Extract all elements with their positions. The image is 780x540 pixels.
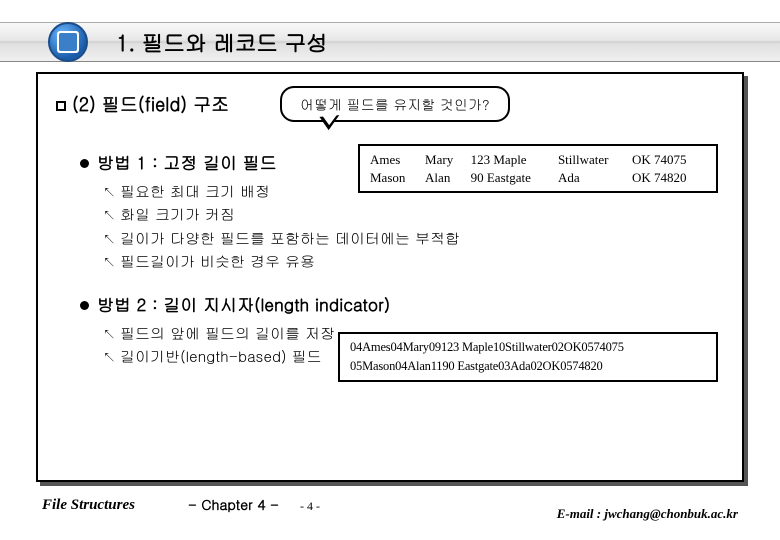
sub-heading: (2) 필드(field) 구조 — [56, 92, 229, 117]
arrow-icon: ↖ — [102, 346, 116, 368]
square-bullet-icon — [56, 101, 66, 111]
disc-bullet-icon — [80, 159, 89, 168]
data-string-2: 05Mason04Alan1190 Eastgate03Ada02OK05748… — [350, 357, 706, 376]
method-2-title-text: 방법 2 : 길이 지시자(length indicator) — [97, 292, 390, 316]
speech-tail-icon — [319, 115, 340, 131]
method-1-block: 방법 1 : 고정 길이 필드 ↖필요한 최대 크기 배정 ↖화일 크기가 커짐… — [80, 150, 460, 273]
method-1-title-text: 방법 1 : 고정 길이 필드 — [97, 150, 277, 174]
list-item: ↖필드길이가 비슷한 경우 유용 — [102, 250, 460, 273]
method-2-title: 방법 2 : 길이 지시자(length indicator) — [80, 292, 390, 316]
cell: 90 Eastgate — [471, 169, 558, 187]
footer-page: - 4 - — [300, 499, 320, 514]
arrow-icon: ↖ — [102, 228, 116, 250]
cell: Stillwater — [558, 151, 632, 169]
cell: OK 74820 — [632, 169, 706, 187]
length-indicator-example-box: 04Ames04Mary09123 Maple10Stillwater02OK0… — [338, 332, 718, 382]
method-1-list: ↖필요한 최대 크기 배정 ↖화일 크기가 커짐 ↖길이가 다양한 필드를 포함… — [102, 180, 460, 273]
list-item: ↖필요한 최대 크기 배정 — [102, 180, 460, 203]
content-frame: (2) 필드(field) 구조 어떻게 필드를 유지할 것인가? Ames M… — [36, 72, 744, 482]
footer-left: File Structures — [42, 497, 135, 514]
arrow-icon: ↖ — [102, 204, 116, 226]
slide-title: 1. 필드와 레코드 구성 — [116, 27, 327, 58]
disc-bullet-icon — [80, 301, 89, 310]
header-bar: 1. 필드와 레코드 구성 — [0, 22, 780, 62]
footer: File Structures - Chapter 4 - - 4 - E-ma… — [0, 488, 780, 528]
list-item: ↖화일 크기가 커짐 — [102, 203, 460, 226]
cell: OK 74075 — [632, 151, 706, 169]
data-string-1: 04Ames04Mary09123 Maple10Stillwater02OK0… — [350, 338, 706, 357]
list-item: ↖길이가 다양한 필드를 포함하는 데이터에는 부적합 — [102, 227, 460, 250]
arrow-icon: ↖ — [102, 181, 116, 203]
method-1-title: 방법 1 : 고정 길이 필드 — [80, 150, 460, 174]
cell: Ada — [558, 169, 632, 187]
speech-text: 어떻게 필드를 유지할 것인가? — [300, 94, 490, 114]
cell: 123 Maple — [471, 151, 558, 169]
footer-email: E-mail : jwchang@chonbuk.ac.kr — [557, 506, 738, 522]
university-logo — [48, 22, 88, 62]
sub-heading-text: (2) 필드(field) 구조 — [72, 92, 229, 117]
speech-bubble: 어떻게 필드를 유지할 것인가? — [280, 86, 510, 122]
footer-chapter: - Chapter 4 - — [188, 494, 279, 514]
arrow-icon: ↖ — [102, 323, 116, 345]
arrow-icon: ↖ — [102, 251, 116, 273]
